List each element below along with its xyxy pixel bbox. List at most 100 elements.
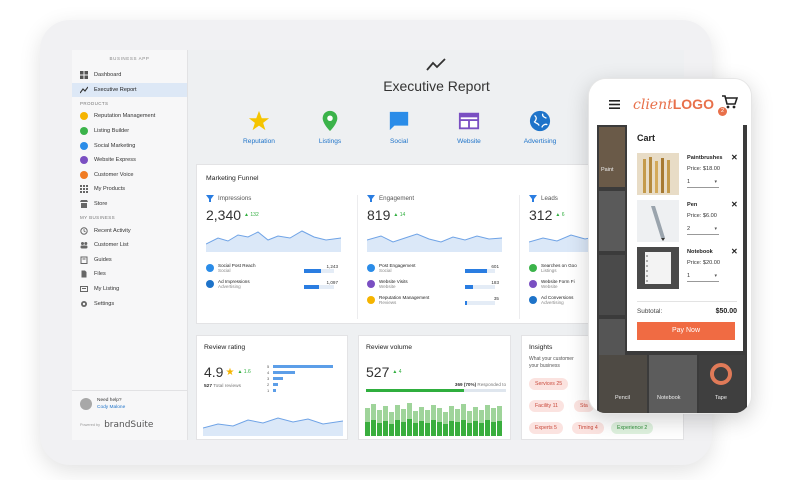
sidebar-item-recent-activity[interactable]: Recent Activity bbox=[72, 223, 187, 238]
sidebar-item-label: Social Marketing bbox=[94, 142, 136, 149]
insight-chip[interactable]: Facility 11 bbox=[529, 400, 564, 412]
listing-icon bbox=[529, 264, 537, 272]
row-title: Post Engagement bbox=[379, 262, 416, 268]
chevron-down-icon: ▾ bbox=[714, 179, 717, 185]
funnel-column-engagement: Engagement 819 ▲ 14 Post Engagement Socia… bbox=[366, 195, 515, 317]
quantity-value: 2 bbox=[687, 226, 691, 232]
row-value: 1,097 bbox=[326, 279, 339, 285]
insight-chip[interactable]: Experts 5 bbox=[529, 422, 563, 434]
remove-item-close-icon[interactable]: ✕ bbox=[731, 247, 738, 256]
product-listings[interactable]: Listings bbox=[300, 110, 360, 145]
rating-delta: 1.6 bbox=[243, 369, 251, 375]
funnel-row[interactable]: Reputation Management Reviews 35 bbox=[367, 292, 515, 308]
website-icon bbox=[458, 112, 480, 130]
remove-item-close-icon[interactable]: ✕ bbox=[731, 200, 738, 209]
sidebar-item-dashboard[interactable]: Dashboard bbox=[72, 68, 187, 83]
logo-part: LOGO bbox=[672, 96, 714, 112]
advertising-icon bbox=[529, 296, 537, 304]
sidebar-item-label: Guides bbox=[94, 256, 112, 263]
quantity-select[interactable]: 1 ▾ bbox=[687, 179, 719, 188]
sidebar-item-store[interactable]: Store bbox=[72, 197, 187, 212]
row-sub: Website bbox=[379, 284, 396, 289]
sidebar-item-my-listing[interactable]: My Listing bbox=[72, 282, 187, 297]
funnel-row[interactable]: Post Engagement Social 601 bbox=[367, 260, 515, 276]
funnel-row[interactable]: Social Post Reach Social 1,243 bbox=[206, 260, 354, 276]
social-icon bbox=[367, 264, 375, 272]
sidebar-item-settings[interactable]: Settings bbox=[72, 296, 187, 311]
website-icon bbox=[367, 280, 375, 288]
row-title: Social Post Reach bbox=[218, 262, 256, 268]
sidebar-item-files[interactable]: Files bbox=[72, 267, 187, 282]
tile-label: Tape bbox=[715, 395, 727, 401]
product-website[interactable]: Website bbox=[439, 110, 499, 145]
metric-delta: 132 bbox=[250, 212, 259, 218]
sidebar-item-my-products[interactable]: My Products bbox=[72, 182, 187, 197]
sidebar-item-social-marketing[interactable]: Social Marketing bbox=[72, 138, 187, 153]
sidebar-item-label: Settings bbox=[94, 300, 115, 307]
sidebar-item-executive-report[interactable]: Executive Report bbox=[72, 82, 187, 98]
rating-total: 527 bbox=[204, 384, 213, 389]
sidebar-item-label: My Listing bbox=[94, 286, 120, 293]
phone-mockup: clientLOGO 2 Paint Pencil Notebook Tape … bbox=[588, 78, 752, 414]
row-sub: Website bbox=[541, 284, 558, 289]
sidebar-item-website-express[interactable]: Website Express bbox=[72, 153, 187, 168]
rating-trend-chart bbox=[203, 417, 343, 436]
review-rating-card: Review rating 4.9 ★ ▲ 1.6 527 Total revi… bbox=[196, 335, 348, 440]
pay-now-button[interactable]: Pay Now bbox=[637, 322, 735, 340]
pen-image bbox=[637, 200, 679, 242]
insight-chip[interactable]: Services 25 bbox=[529, 378, 569, 390]
file-icon bbox=[80, 270, 88, 278]
sidebar-item-customer-voice[interactable]: Customer Voice bbox=[72, 168, 187, 183]
funnel-row[interactable]: Ad Conversions Advertising bbox=[529, 292, 679, 308]
app-label: BUSINESS APP bbox=[109, 56, 150, 61]
responded-label: Responded to bbox=[477, 382, 506, 387]
help-contact[interactable]: Need help? Cody Malone bbox=[72, 391, 188, 417]
gear-icon bbox=[80, 300, 88, 308]
cart-count-badge: 2 bbox=[718, 107, 727, 116]
row-bar-fill bbox=[465, 268, 487, 273]
hamburger-menu-icon[interactable] bbox=[609, 100, 620, 109]
product-reputation[interactable]: Reputation bbox=[229, 110, 289, 145]
listing-card-icon bbox=[80, 285, 88, 293]
shopping-cart-icon[interactable] bbox=[722, 95, 738, 109]
funnel-row[interactable]: Website Form Fi Website bbox=[529, 276, 679, 292]
quantity-select[interactable]: 1 ▾ bbox=[687, 273, 719, 282]
sidebar-item-listing-builder[interactable]: Listing Builder bbox=[72, 124, 187, 139]
products-section-title: PRODUCTS bbox=[80, 101, 109, 107]
metric-value: 312 bbox=[529, 207, 553, 223]
sidebar-item-reputation[interactable]: Reputation Management bbox=[72, 109, 187, 124]
business-section-title: MY BUSINESS bbox=[80, 215, 116, 221]
reputation-icon bbox=[367, 296, 375, 304]
funnel-title: Marketing Funnel bbox=[206, 175, 259, 182]
item-name: Pen bbox=[687, 202, 698, 208]
row-title: Searches on Goo bbox=[541, 262, 577, 268]
reputation-icon bbox=[80, 112, 88, 121]
insight-chip[interactable]: Experience 2 bbox=[611, 422, 654, 434]
product-social[interactable]: Social bbox=[369, 110, 429, 145]
sidebar-item-guides[interactable]: Guides bbox=[72, 253, 187, 268]
client-logo[interactable]: clientLOGO bbox=[633, 96, 714, 113]
engagement-sparkline bbox=[366, 233, 503, 252]
sidebar-item-label: Customer List bbox=[94, 242, 129, 249]
map-pin-icon bbox=[322, 110, 338, 132]
people-icon bbox=[80, 241, 88, 249]
funnel-row[interactable]: Searches on Goo Listings bbox=[529, 260, 679, 276]
sidebar-item-customer-list[interactable]: Customer List bbox=[72, 238, 187, 253]
insights-title: Insights bbox=[529, 344, 553, 351]
remove-item-close-icon[interactable]: ✕ bbox=[731, 153, 738, 162]
star-bar bbox=[273, 376, 283, 380]
help-name[interactable]: Cody Malone bbox=[97, 405, 126, 410]
funnel-icon bbox=[529, 195, 537, 202]
product-tile bbox=[599, 127, 625, 187]
website-icon bbox=[80, 156, 88, 165]
row-sub: Social bbox=[379, 268, 392, 273]
chat-icon bbox=[389, 111, 409, 131]
insight-chip[interactable]: Timing 4 bbox=[572, 422, 604, 434]
row-title: Reputation Management bbox=[379, 294, 430, 300]
funnel-row[interactable]: Ad Impressions Advertising 1,097 bbox=[206, 276, 354, 292]
notebook-image bbox=[637, 247, 679, 289]
avatar bbox=[80, 398, 92, 410]
quantity-select[interactable]: 2 ▾ bbox=[687, 226, 719, 235]
funnel-row[interactable]: Website Visits Website 183 bbox=[367, 276, 515, 292]
product-advertising[interactable]: Advertising bbox=[510, 110, 570, 145]
